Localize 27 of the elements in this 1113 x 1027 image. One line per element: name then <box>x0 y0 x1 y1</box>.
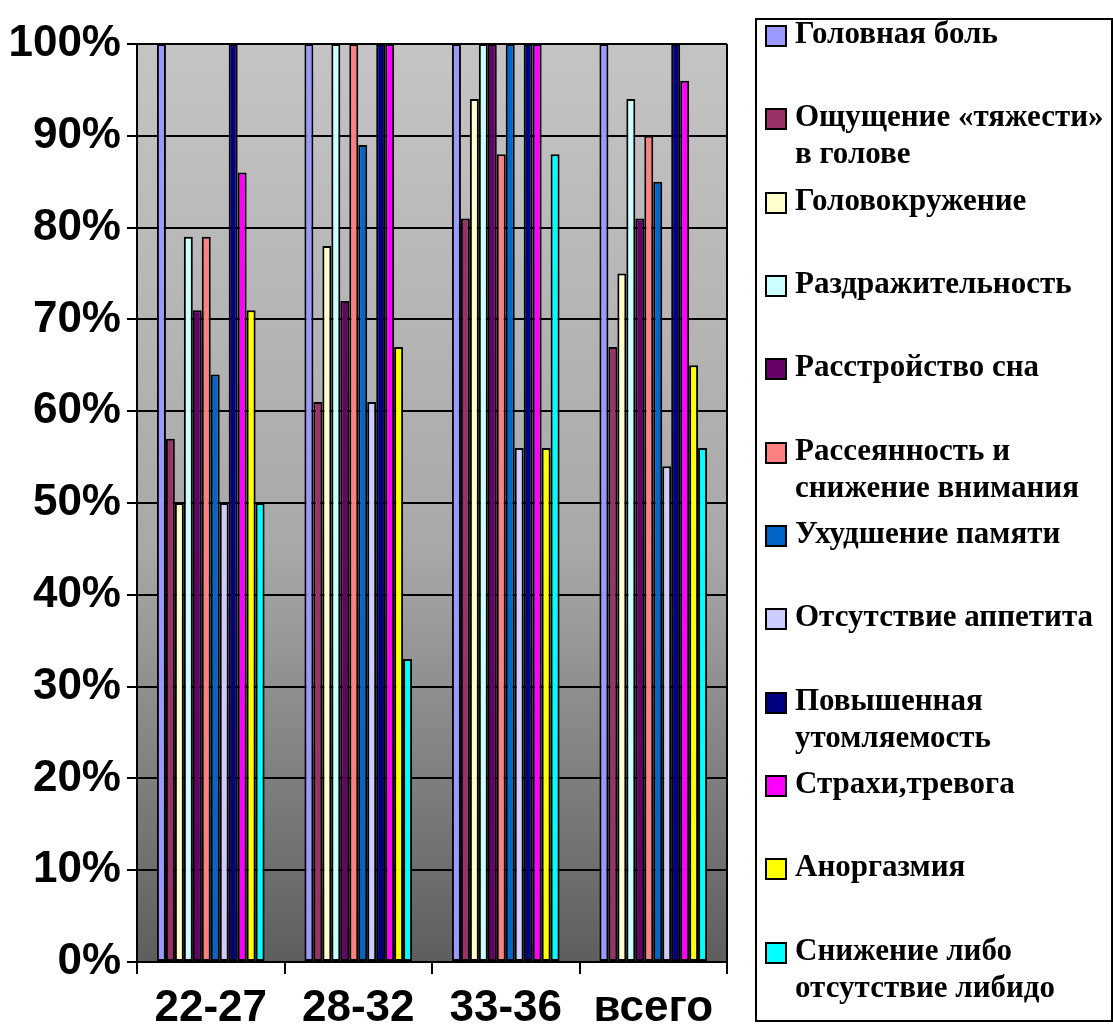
legend-label: Головокружение <box>795 180 1027 218</box>
x-tick-label: 28-32 <box>301 980 415 1027</box>
y-tick-label: 60% <box>32 383 121 433</box>
y-tick-label: 70% <box>32 291 121 341</box>
legend-label: Раздражительность <box>795 264 1072 301</box>
y-tick-label: 10% <box>32 842 121 892</box>
y-tick-label: 100% <box>8 16 121 66</box>
x-tick-label: 33-36 <box>449 980 563 1027</box>
legend-label: Страхи,тревога <box>795 763 1015 801</box>
y-tick-label: 40% <box>32 566 121 616</box>
legend-label: Головная боль <box>795 14 998 51</box>
legend-label: Аноргазмия <box>795 847 966 885</box>
legend-label: Отсутствие аппетита <box>795 597 1094 635</box>
legend-label: Расстройство сна <box>795 347 1040 385</box>
y-tick-label: 50% <box>32 475 121 525</box>
y-tick-label: 30% <box>32 658 121 708</box>
x-tick-label: 22-27 <box>154 980 268 1027</box>
legend-label: Рассеянность и снижение внимания <box>795 430 1080 505</box>
legend-label: Ухудшение памяти <box>795 513 1061 551</box>
y-tick-label: 0% <box>57 934 121 984</box>
y-tick-label: 80% <box>32 199 121 249</box>
x-tick-label: всего <box>593 980 714 1027</box>
y-tick-label: 20% <box>32 750 121 800</box>
legend-label: Ощущение «тяжести» в голове <box>795 97 1105 172</box>
legend-label: Повышенная утомляемость <box>795 680 992 755</box>
y-tick-label: 90% <box>32 107 121 157</box>
legend-label: Снижение либо отсутствие либидо <box>795 930 1057 1005</box>
